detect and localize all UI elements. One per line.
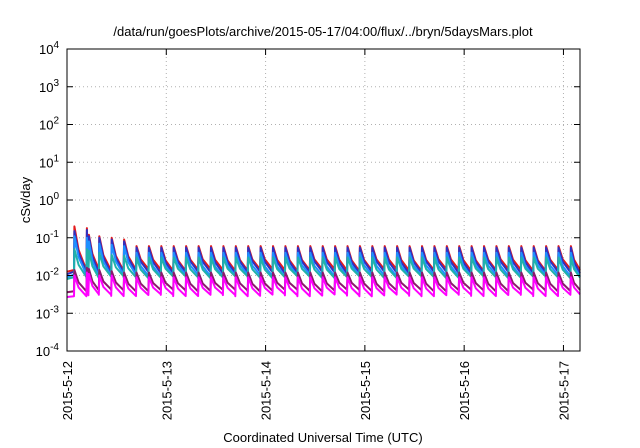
x-tick-label: 2015-5-13 (159, 361, 174, 420)
y-tick-label: 101 (39, 153, 59, 170)
y-axis: 10-4 10-3 10-2 10-1 100 101 102 103 104 (36, 40, 580, 359)
x-tick-label: 2015-5-15 (358, 361, 373, 420)
grid (67, 49, 580, 351)
series-layer (66, 225, 581, 298)
series-line (66, 271, 581, 298)
y-tick-label: 100 (39, 191, 59, 208)
y-tick-label: 104 (39, 40, 59, 57)
x-tick-label: 2015-5-12 (60, 361, 75, 420)
y-axis-label: cSv/day (18, 176, 33, 223)
x-tick-label: 2015-5-17 (556, 361, 571, 420)
y-tick-label: 10-4 (36, 342, 60, 359)
chart-title: /data/run/goesPlots/archive/2015-05-17/0… (113, 24, 533, 39)
y-tick-label: 102 (39, 116, 59, 133)
x-axis: 2015-5-12 2015-5-13 2015-5-14 2015-5-15 2015… (60, 49, 571, 420)
y-tick-label: 103 (39, 78, 59, 95)
y-tick-label: 10-1 (36, 229, 60, 246)
y-tick-label: 10-3 (36, 304, 60, 321)
x-tick-label: 2015-5-16 (457, 361, 472, 420)
x-tick-label: 2015-5-14 (259, 361, 274, 420)
x-axis-label: Coordinated Universal Time (UTC) (223, 430, 422, 445)
y-tick-label: 10-2 (36, 267, 60, 284)
